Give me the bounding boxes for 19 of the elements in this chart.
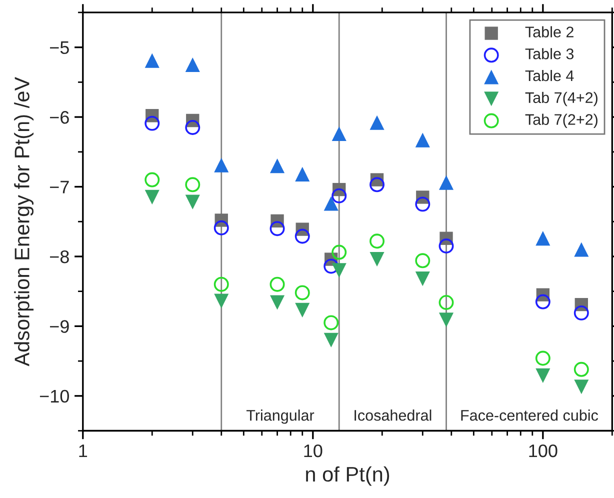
y-tick-label: −10 xyxy=(40,390,69,403)
y-axis-title: Adsorption Energy for Pt(n) /eV xyxy=(14,76,34,366)
y-tick-label: −9 xyxy=(50,320,69,333)
y-tick-label: −8 xyxy=(50,250,69,264)
x-tick-label: 1 xyxy=(79,444,88,458)
ref-line-label: Face-centered cubic xyxy=(461,410,598,421)
x-tick-label: 10 xyxy=(304,444,322,458)
legend-label: Table 3 xyxy=(525,48,574,60)
legend-label: Table 2 xyxy=(525,26,574,38)
x-tick-label: 100 xyxy=(529,444,558,458)
x-axis-title: n of Pt(n) xyxy=(306,466,390,486)
legend-label: Table 4 xyxy=(525,70,574,82)
legend-label: Tab 7(4+2) xyxy=(525,92,598,106)
legend-label: Tab 7(2+2) xyxy=(525,114,598,128)
ref-line-label: Icosahedral xyxy=(354,410,432,421)
y-tick-label: −5 xyxy=(50,41,69,54)
ref-line-label: Triangular xyxy=(246,410,314,424)
y-tick-label: −6 xyxy=(50,110,69,124)
y-tick-label: −7 xyxy=(50,180,69,194)
